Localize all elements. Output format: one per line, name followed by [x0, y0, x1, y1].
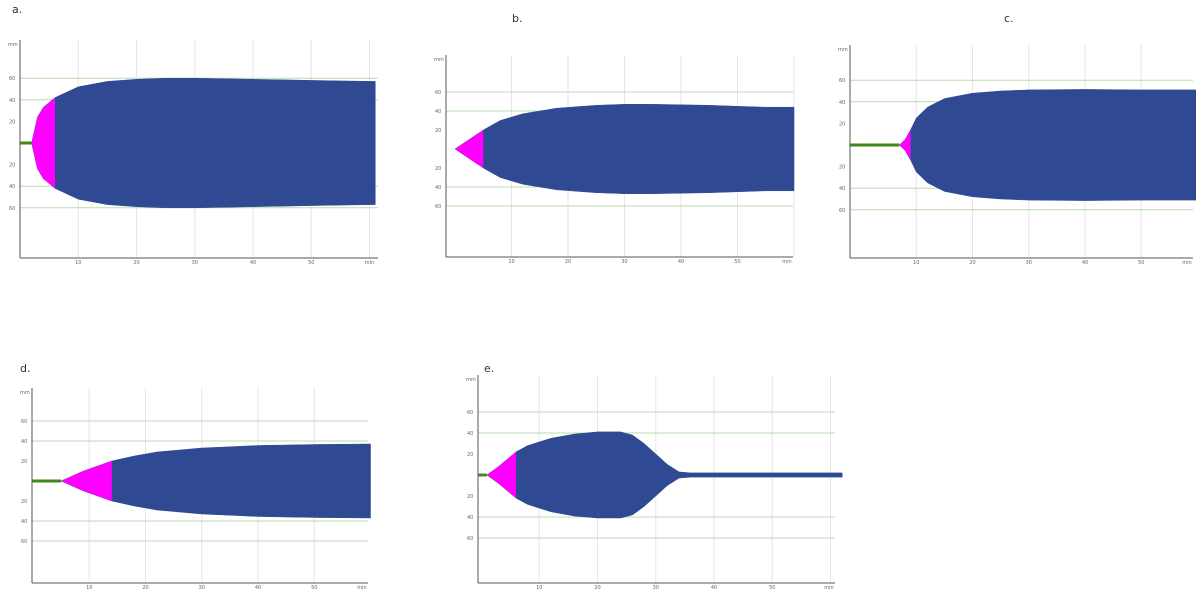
chart-a: 10 20 30 40 50 min mm 60 40 20 20 40 60 [8, 40, 378, 266]
x-tick-label-e-2: 30 [653, 585, 659, 591]
y-tick-label-e-4: 40 [467, 515, 473, 521]
y-tick-label-c-0: 60 [839, 78, 845, 84]
y-tick-label-c-2: 20 [839, 121, 845, 127]
x-tick-label-c-2: 30 [1026, 260, 1032, 266]
x-tick-label-b-1: 20 [565, 259, 571, 265]
onset-region-e [486, 451, 516, 499]
panel-label-d: d. [20, 362, 31, 375]
y-tick-label-a-5: 60 [9, 206, 15, 212]
chart-b: 10 20 30 40 50 min mm 60 40 20 20 40 60 [434, 55, 795, 265]
y-tick-label-e-3: 20 [467, 494, 473, 500]
y-unit-label-d: mm [20, 390, 30, 396]
panel-label-c: c. [1004, 12, 1014, 25]
y-tick-label-d-4: 40 [21, 519, 27, 525]
y-tick-label-d-5: 60 [21, 539, 27, 545]
envelope-c [860, 89, 1196, 201]
envelope-d [33, 443, 371, 519]
envelope-e [481, 431, 843, 519]
y-tick-label-a-3: 20 [9, 163, 15, 169]
panel-label-a: a. [12, 3, 23, 16]
y-tick-label-c-5: 60 [839, 208, 845, 214]
y-tick-label-c-4: 40 [839, 186, 845, 192]
chart-e: 10 20 30 40 50 min mm 60 40 20 20 40 60 [466, 375, 843, 591]
x-tick-label-b-5: min [782, 259, 791, 265]
x-tick-label-d-3: 40 [255, 585, 261, 591]
onset-region-d [61, 461, 112, 501]
x-tick-label-e-4: 50 [769, 585, 775, 591]
y-tick-label-b-2: 20 [435, 128, 441, 134]
y-tick-label-b-5: 60 [435, 204, 441, 210]
x-tick-label-c-1: 20 [969, 260, 975, 266]
y-tick-label-d-2: 20 [21, 459, 27, 465]
y-tick-label-b-4: 40 [435, 185, 441, 191]
x-tick-label-e-1: 20 [594, 585, 600, 591]
y-tick-label-a-2: 20 [9, 119, 15, 125]
x-tick-label-a-1: 20 [133, 260, 139, 266]
y-unit-label-e: mm [466, 377, 476, 383]
y-tick-label-d-1: 40 [21, 439, 27, 445]
x-tick-label-c-0: 10 [913, 260, 919, 266]
y-unit-label-b: mm [434, 57, 444, 63]
onset-region-a [31, 97, 55, 189]
x-tick-label-a-5: min [365, 260, 374, 266]
chart-c: 10 20 30 40 50 min mm 60 40 20 20 40 60 [838, 45, 1196, 266]
x-tick-label-d-1: 20 [142, 585, 148, 591]
y-tick-label-a-1: 40 [9, 98, 15, 104]
onset-region-c [899, 129, 911, 161]
y-tick-label-e-5: 60 [467, 536, 473, 542]
y-unit-label-c: mm [838, 47, 848, 53]
x-tick-label-d-0: 10 [86, 585, 92, 591]
x-tick-label-b-4: 50 [734, 259, 740, 265]
chart-d: 10 20 30 40 50 min mm 60 40 20 20 40 60 [20, 388, 371, 591]
panel-label-b: b. [512, 12, 523, 25]
x-tick-label-e-0: 10 [536, 585, 542, 591]
x-tick-label-c-3: 40 [1082, 260, 1088, 266]
x-tick-label-b-0: 10 [508, 259, 514, 265]
envelope-a [20, 77, 376, 209]
y-tick-label-c-1: 40 [839, 100, 845, 106]
x-tick-label-c-4: 50 [1138, 260, 1144, 266]
x-tick-label-e-5: min [824, 585, 833, 591]
y-tick-label-e-0: 60 [467, 410, 473, 416]
y-tick-label-c-3: 20 [839, 165, 845, 171]
y-tick-label-e-1: 40 [467, 431, 473, 437]
y-tick-label-e-2: 20 [467, 452, 473, 458]
y-tick-label-b-3: 20 [435, 166, 441, 172]
x-tick-label-a-3: 40 [250, 260, 256, 266]
envelope-b [454, 104, 795, 194]
x-tick-label-b-2: 30 [621, 259, 627, 265]
x-tick-label-c-5: min [1182, 260, 1191, 266]
y-tick-label-a-0: 60 [9, 76, 15, 82]
y-unit-label-a: mm [8, 42, 18, 48]
y-tick-label-a-4: 40 [9, 184, 15, 190]
y-tick-label-d-3: 20 [21, 499, 27, 505]
x-tick-label-d-2: 30 [199, 585, 205, 591]
y-tick-label-d-0: 60 [21, 419, 27, 425]
x-tick-label-d-4: 50 [311, 585, 317, 591]
x-tick-label-a-2: 30 [192, 260, 198, 266]
onset-region-b [455, 130, 484, 168]
x-tick-label-b-3: 40 [678, 259, 684, 265]
x-tick-label-a-0: 10 [75, 260, 81, 266]
x-tick-label-d-5: min [357, 585, 366, 591]
y-tick-label-b-0: 60 [435, 90, 441, 96]
x-tick-label-a-4: 50 [308, 260, 314, 266]
x-tick-label-e-3: 40 [711, 585, 717, 591]
y-tick-label-b-1: 40 [435, 109, 441, 115]
panel-label-e: e. [484, 362, 495, 375]
